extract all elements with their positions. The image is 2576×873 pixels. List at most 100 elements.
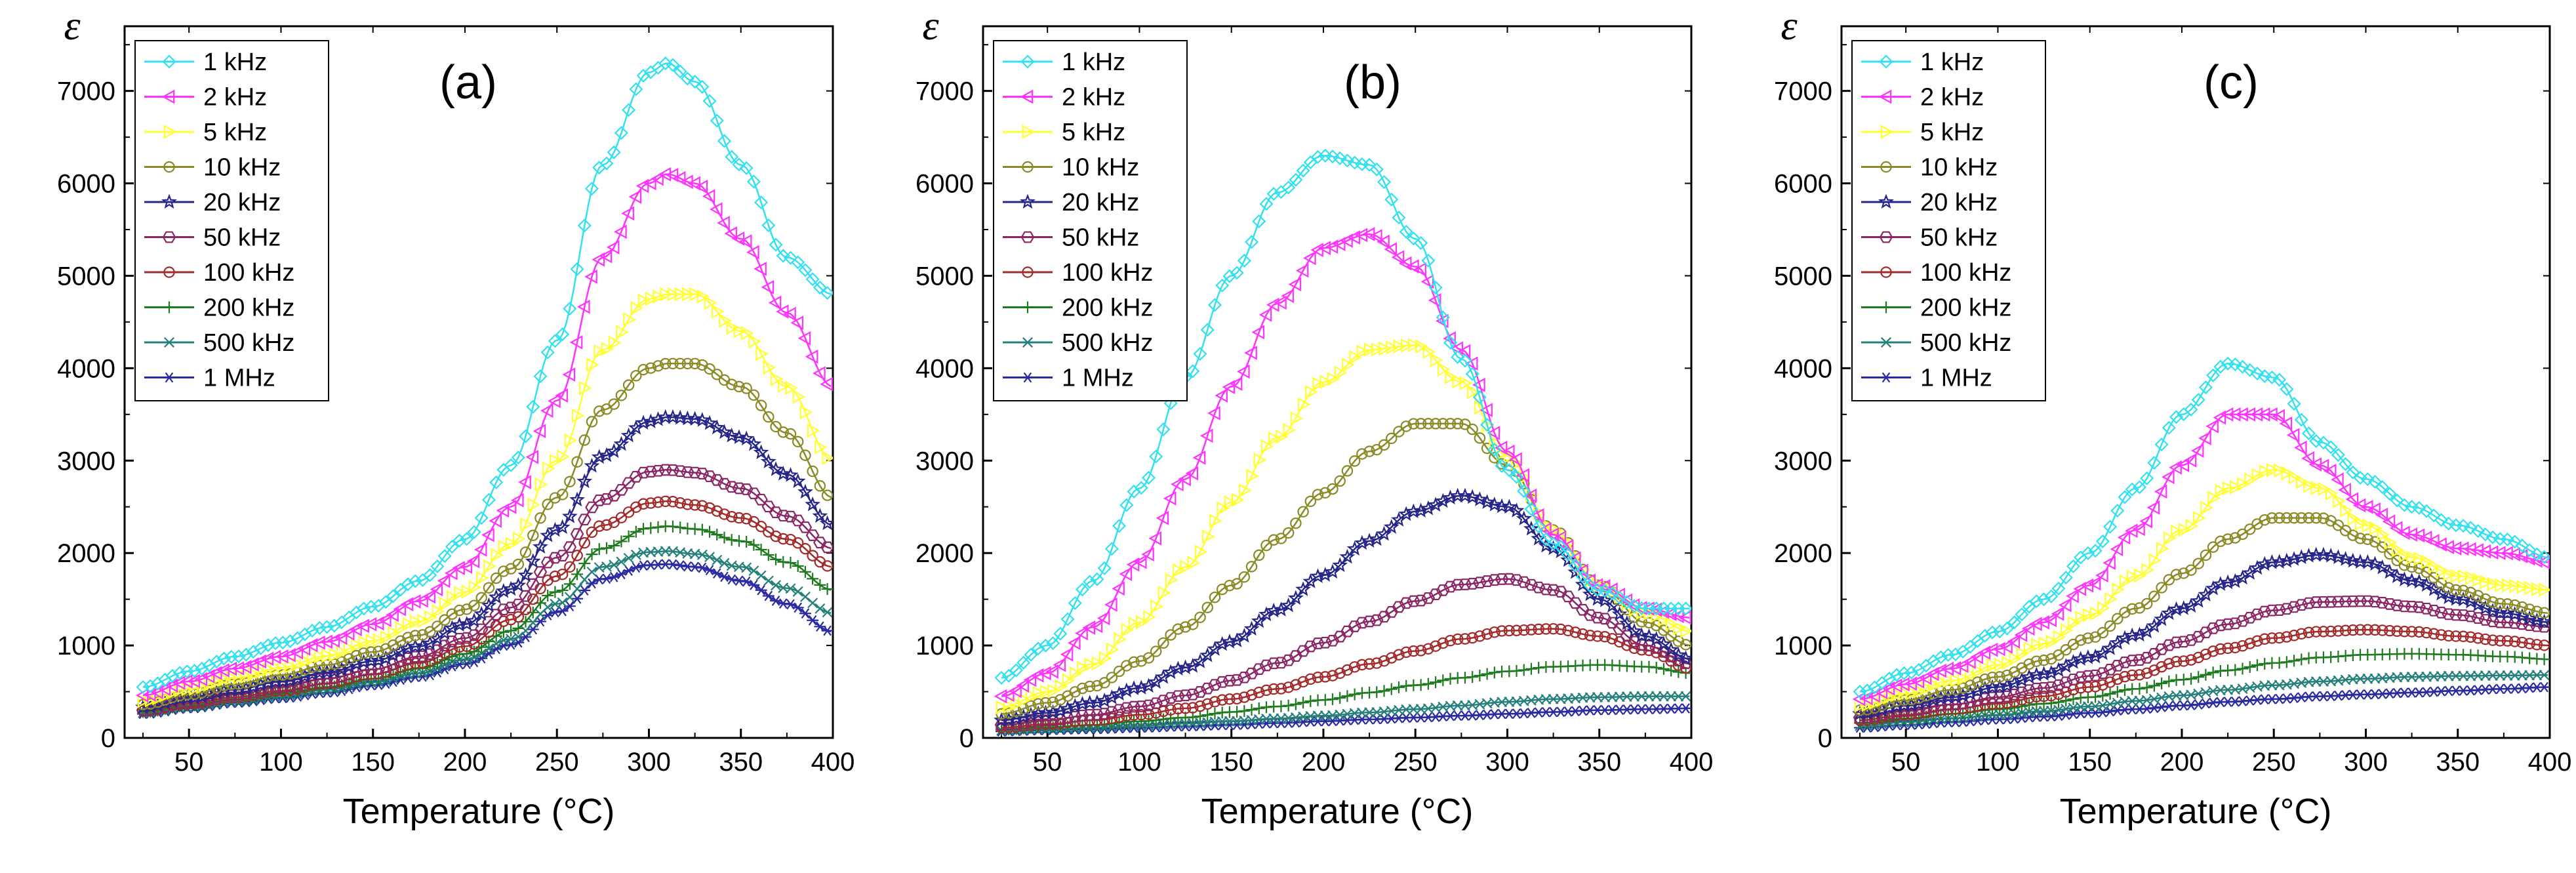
data-point-20-khz — [1590, 590, 1605, 606]
data-point-1-khz — [1104, 542, 1119, 556]
data-point-5-khz — [388, 626, 401, 640]
data-point-50-khz — [747, 487, 761, 500]
data-point-5-khz — [2333, 494, 2346, 508]
data-point-2-khz — [1237, 364, 1250, 379]
data-point-20-khz — [635, 415, 651, 430]
data-point-5-khz — [1032, 685, 1046, 700]
data-point-100-khz — [1386, 652, 1398, 664]
data-point-10-khz — [2442, 582, 2455, 594]
data-point-2-khz — [577, 299, 590, 314]
data-point-5-khz — [1246, 468, 1259, 483]
legend-item-10-khz: 10 kHz — [1861, 154, 1998, 182]
data-point-50-khz — [2199, 626, 2213, 639]
data-point-1-mhz — [2192, 699, 2205, 710]
data-point-20-khz — [1295, 581, 1311, 596]
data-point-100-khz — [1363, 658, 1375, 670]
data-point-100-khz — [2266, 632, 2278, 644]
data-point-5-khz — [1673, 620, 1686, 636]
data-point-1-khz — [1075, 582, 1090, 597]
data-point-5-khz — [2075, 610, 2088, 625]
data-point-1-khz — [1200, 323, 1215, 337]
x-tick-label: 150 — [1209, 748, 1253, 777]
data-point-2-khz — [1897, 677, 1910, 692]
legend-marker — [1020, 54, 1035, 69]
data-point-1-khz — [2434, 513, 2449, 527]
data-point-10-khz — [1950, 683, 1962, 696]
data-point-200-khz — [652, 521, 664, 533]
data-point-200-khz — [2023, 699, 2036, 711]
data-point-5-khz — [1268, 431, 1281, 446]
data-point-1-khz — [2367, 474, 2383, 489]
data-point-100-khz — [1407, 645, 1420, 657]
series-line-50-khz — [1860, 600, 2548, 719]
data-point-5-khz — [1003, 699, 1016, 714]
data-point-200-khz — [1518, 664, 1530, 676]
data-point-10-khz — [2362, 533, 2374, 545]
data-point-5-khz — [2539, 582, 2550, 598]
data-point-1-khz — [577, 218, 592, 233]
data-point-2-khz — [2235, 407, 2248, 422]
data-point-100-khz — [1606, 633, 1619, 645]
data-point-1-khz — [386, 589, 401, 603]
data-point-2-khz — [2228, 407, 2241, 422]
data-point-100-khz — [1599, 630, 1611, 643]
data-point-5-khz — [196, 680, 210, 695]
data-point-1-khz — [239, 647, 253, 662]
data-point-1-khz — [2287, 396, 2301, 411]
data-point-20-khz — [2301, 548, 2317, 563]
data-point-50-khz — [2449, 609, 2463, 621]
data-point-20-khz — [1332, 557, 1348, 573]
data-point-5-khz — [1445, 369, 1458, 384]
data-point-100-khz — [637, 498, 649, 510]
data-point-100-khz — [2391, 625, 2403, 638]
data-point-100-khz — [2133, 669, 2146, 681]
data-point-2-khz — [371, 616, 384, 631]
data-point-1-khz — [1465, 367, 1479, 381]
data-point-1-mhz — [2141, 703, 2153, 714]
data-point-5-khz — [1224, 495, 1238, 510]
data-point-200-khz — [2163, 675, 2175, 687]
data-point-2-khz — [2323, 464, 2337, 478]
data-point-10-khz — [2259, 514, 2270, 526]
data-point-2-khz — [1112, 581, 1125, 596]
data-point-100-khz — [2480, 633, 2491, 645]
data-point-1-khz — [769, 237, 783, 252]
data-point-10-khz — [1680, 639, 1691, 651]
data-point-10-khz — [1407, 418, 1420, 430]
data-point-1-khz — [1252, 214, 1266, 229]
data-point-2-khz — [378, 613, 392, 628]
data-point-100-khz — [2376, 624, 2388, 636]
data-point-10-khz — [1142, 652, 1155, 664]
legend-marker — [1022, 266, 1034, 278]
data-point-100-khz — [2501, 635, 2514, 647]
data-point-1-khz — [2118, 490, 2132, 504]
data-point-5-khz — [372, 633, 386, 647]
data-point-5-khz — [1143, 609, 1156, 624]
legend-marker — [163, 301, 175, 314]
data-point-10-khz — [1348, 455, 1361, 467]
data-point-2-khz — [1185, 466, 1199, 481]
y-tick-label: 3000 — [1774, 447, 1832, 476]
data-point-2-khz — [2103, 556, 2116, 571]
data-point-200-khz — [1422, 678, 1434, 690]
data-point-2-khz — [1354, 228, 1368, 243]
data-point-5-khz — [2443, 567, 2456, 582]
data-point-50-khz — [2368, 596, 2382, 608]
data-point-20-khz — [613, 436, 630, 451]
data-point-100-khz — [1584, 630, 1596, 641]
data-point-100-khz — [1179, 702, 1192, 714]
data-point-20-khz — [473, 605, 490, 621]
legend-marker — [161, 193, 177, 209]
data-point-10-khz — [807, 465, 818, 477]
data-point-5-khz — [1201, 529, 1215, 544]
data-point-100-khz — [2354, 624, 2366, 636]
data-point-1-khz — [1948, 647, 1963, 662]
data-point-100-khz — [2200, 648, 2212, 660]
data-point-2-khz — [1332, 237, 1346, 251]
data-point-200-khz — [542, 590, 554, 602]
data-point-200-khz — [1437, 674, 1449, 687]
data-point-10-khz — [704, 363, 715, 375]
data-point-200-khz — [1334, 691, 1346, 704]
data-point-2-khz — [437, 573, 451, 588]
